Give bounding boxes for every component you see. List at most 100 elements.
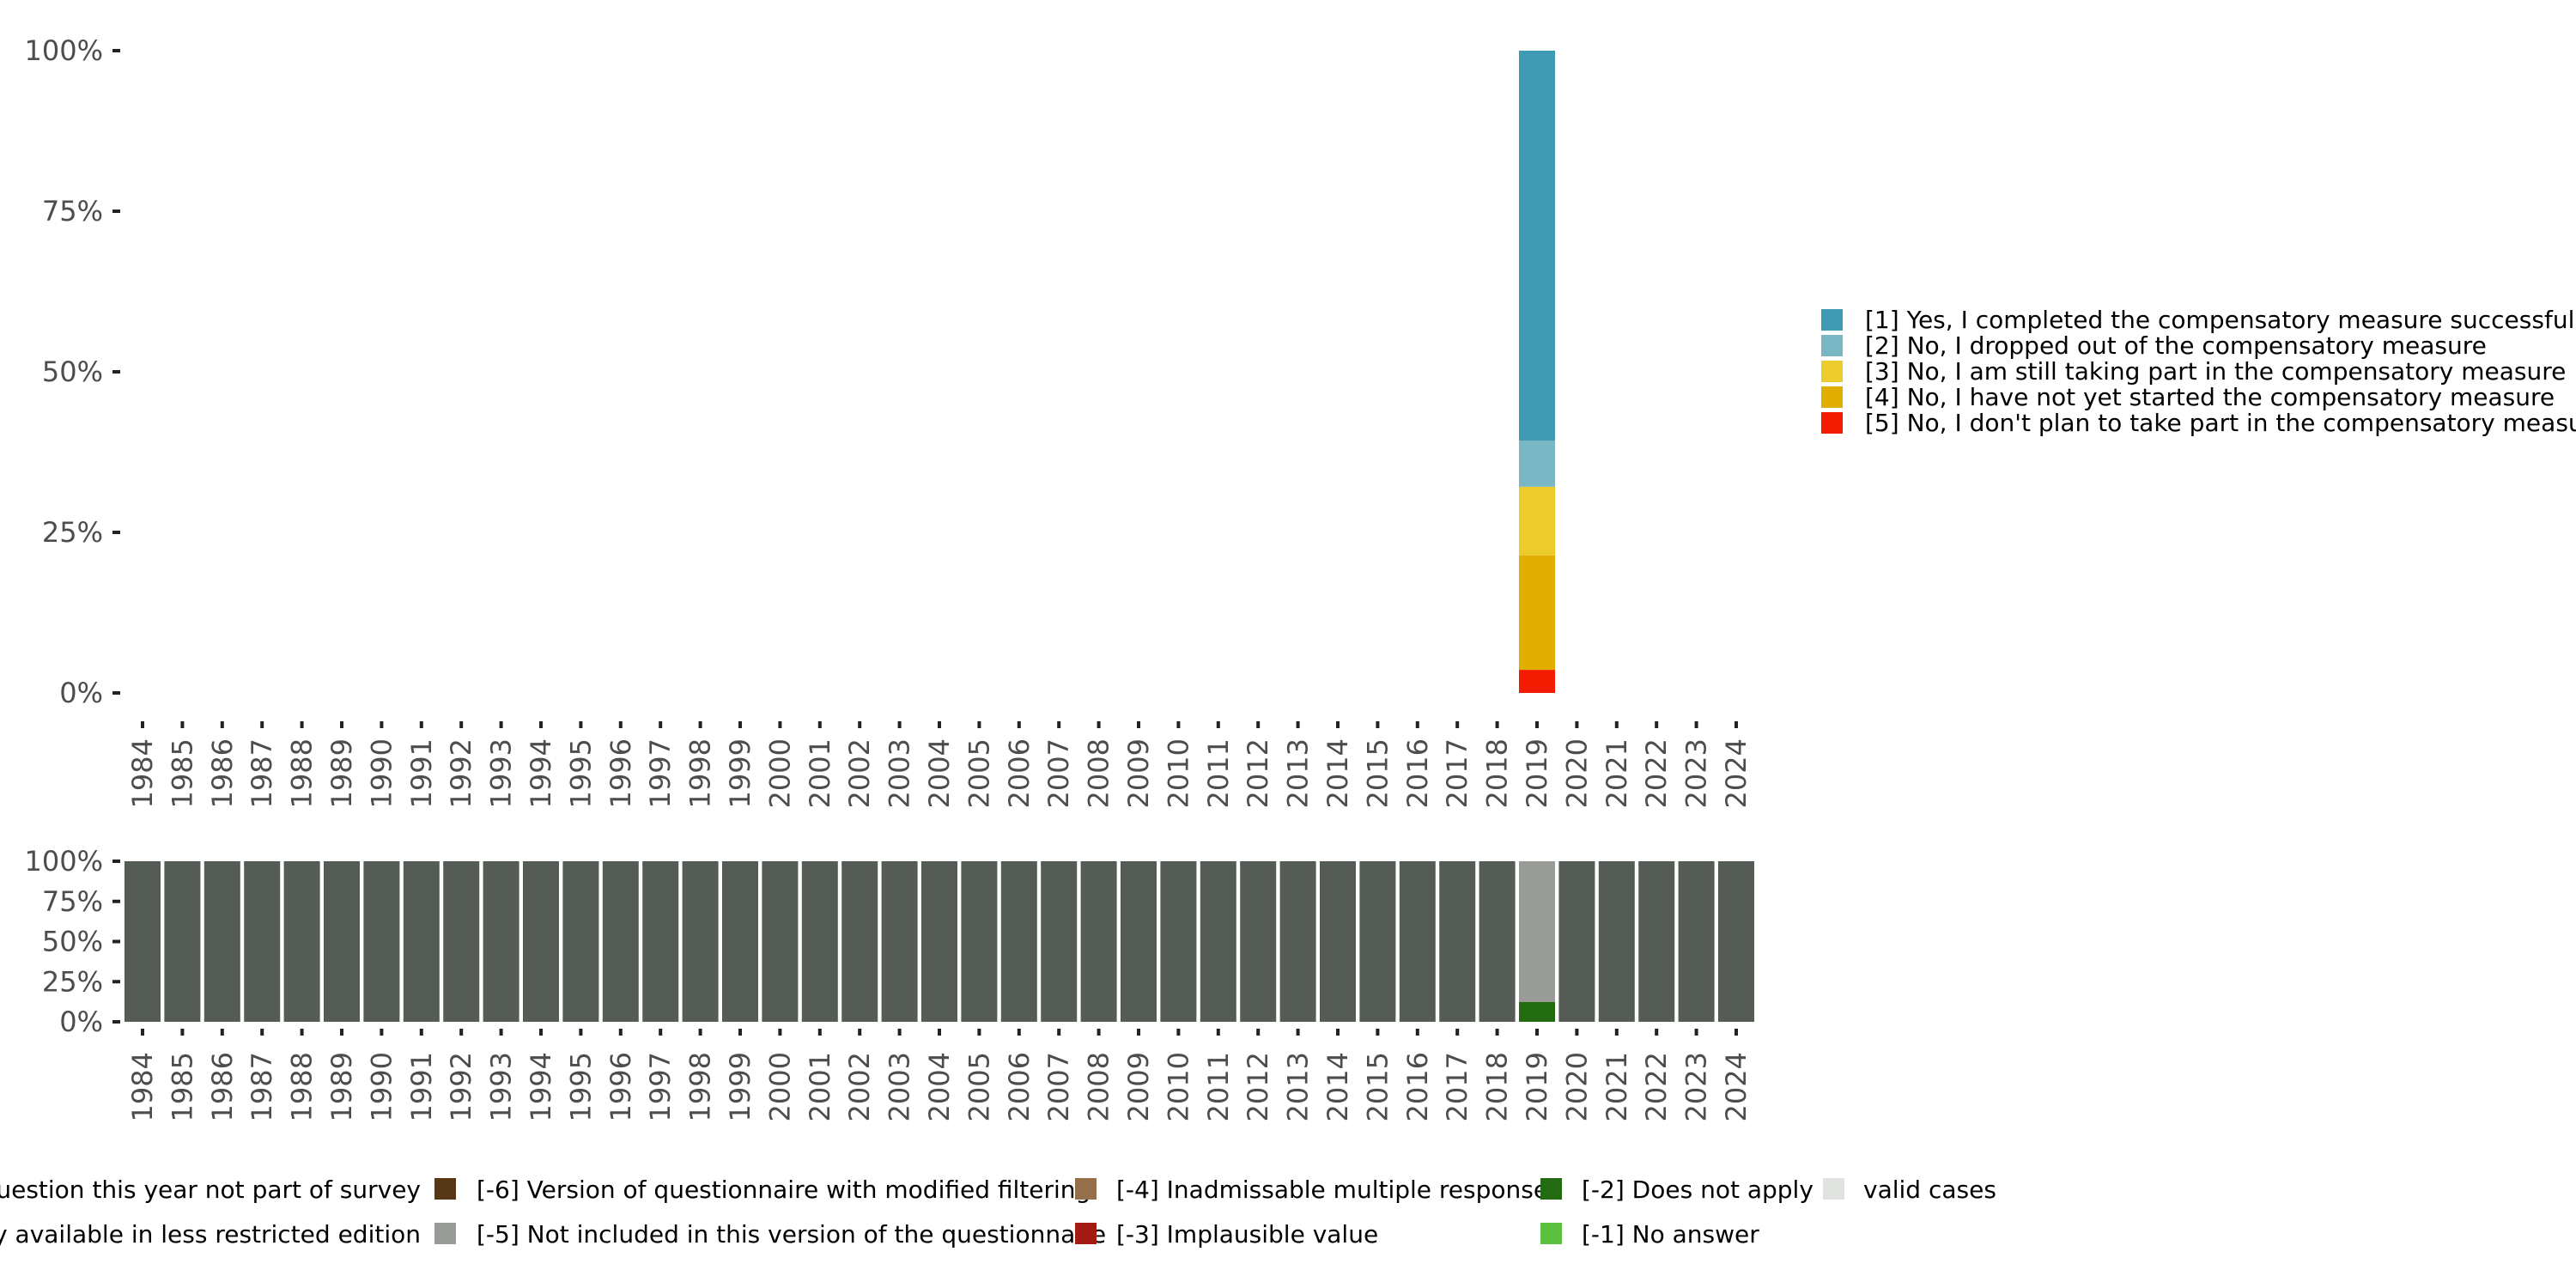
- x-tick-label: 2023: [1680, 1052, 1713, 1121]
- x-tick-label: 1984: [126, 738, 159, 808]
- x-tick-label: 1994: [525, 1052, 557, 1121]
- bar-segment: [1080, 861, 1117, 1022]
- x-tick-label: 1996: [605, 738, 637, 808]
- x-tick-label: 2003: [884, 1052, 916, 1121]
- legend-label: [1] Yes, I completed the compensatory me…: [1865, 306, 2576, 334]
- bar-segment: [1439, 861, 1476, 1022]
- x-tick-label: 1990: [365, 738, 398, 808]
- bar-segment: [1519, 51, 1555, 441]
- bar-segment: [961, 861, 998, 1022]
- legend-label: [-4] Inadmissable multiple response: [1116, 1176, 1548, 1204]
- legend-label: [2] No, I dropped out of the compensator…: [1865, 331, 2487, 360]
- y-tick-label: 75%: [42, 195, 103, 228]
- x-tick-label: 2000: [763, 738, 796, 808]
- bar-segment: [801, 861, 838, 1022]
- x-tick-label: 2011: [1202, 738, 1235, 808]
- x-tick-label: 1985: [166, 1052, 198, 1121]
- top-chart: 0%25%50%75%100%1984 1985 1986 1987 1988 1989 1…: [25, 34, 1753, 808]
- bar-segment: [1519, 486, 1555, 556]
- x-tick-label: 1992: [445, 738, 477, 808]
- x-tick-label: 1993: [485, 1052, 518, 1121]
- bar-segment: [363, 861, 400, 1022]
- bar-segment: [1519, 861, 1555, 1002]
- bar-segment: [1558, 861, 1595, 1022]
- x-tick-label: 2018: [1481, 738, 1514, 808]
- bar-segment: [921, 861, 957, 1022]
- legend-bottom: Question this year not part of survey Onl…: [0, 1176, 1996, 1249]
- legend-swatch: [1075, 1223, 1097, 1244]
- x-tick-label: 2023: [1680, 738, 1713, 808]
- x-tick-label: 2003: [884, 738, 916, 808]
- bar-segment: [1598, 861, 1635, 1022]
- legend-label: [5] No, I don't plan to take part in the…: [1865, 409, 2576, 437]
- x-tick-label: 1997: [644, 738, 677, 808]
- bar-segment: [324, 861, 360, 1022]
- x-tick-label: 1998: [684, 1052, 717, 1121]
- legend-swatch: [1823, 1178, 1844, 1200]
- x-tick-label: 2022: [1640, 738, 1673, 808]
- x-tick-label: 2014: [1321, 738, 1354, 808]
- x-tick-label: 1986: [206, 1052, 239, 1121]
- y-tick-label: 75%: [42, 885, 103, 918]
- legend-swatch: [1075, 1178, 1097, 1200]
- x-tick-label: 1999: [724, 738, 756, 808]
- x-tick-label: 2000: [763, 1052, 796, 1121]
- bar-segment: [1638, 861, 1675, 1022]
- bar-segment: [125, 861, 161, 1022]
- x-tick-label: 2004: [923, 738, 956, 808]
- x-tick-label: 2002: [843, 1052, 876, 1121]
- bar-segment: [881, 861, 918, 1022]
- x-tick-label: 1987: [246, 1052, 278, 1121]
- x-tick-label: 2013: [1282, 1052, 1315, 1121]
- x-tick-label: 2021: [1601, 1052, 1633, 1121]
- bottom-chart: 0%25%50%75%100%1984 1985 1986 1987 1988 1989 1…: [25, 845, 1754, 1121]
- x-tick-label: 1984: [126, 1052, 159, 1121]
- x-tick-label: 2024: [1720, 738, 1753, 808]
- y-tick-label: 0%: [59, 677, 103, 709]
- x-tick-label: 2020: [1560, 738, 1593, 808]
- bar-segment: [1519, 1001, 1555, 1022]
- legend-swatch: [1821, 412, 1843, 434]
- bar-segment: [443, 861, 480, 1022]
- x-tick-label: 2017: [1441, 1052, 1473, 1121]
- x-tick-label: 2009: [1122, 738, 1155, 808]
- legend-swatch: [434, 1223, 456, 1244]
- bar-segment: [164, 861, 201, 1022]
- y-tick-label: 25%: [42, 965, 103, 998]
- x-tick-label: 2001: [804, 1052, 836, 1121]
- y-tick-label: 100%: [25, 845, 103, 878]
- x-tick-label: 1994: [525, 738, 557, 808]
- legend-label: [-2] Does not apply: [1582, 1176, 1814, 1204]
- bar-segment: [682, 861, 719, 1022]
- y-tick-label: 50%: [42, 355, 103, 388]
- legend-swatch: [1821, 309, 1843, 331]
- x-tick-label: 2010: [1162, 738, 1194, 808]
- x-tick-label: 1998: [684, 738, 717, 808]
- x-tick-label: 1989: [325, 738, 358, 808]
- legend-swatch: [1821, 335, 1843, 356]
- x-tick-label: 2008: [1083, 738, 1115, 808]
- bar-segment: [1718, 861, 1754, 1022]
- bar-segment: [722, 861, 758, 1022]
- x-tick-label: 2005: [963, 738, 995, 808]
- x-tick-label: 1995: [564, 1052, 597, 1121]
- bar-segment: [1519, 670, 1555, 693]
- x-tick-label: 2016: [1401, 738, 1434, 808]
- y-tick-label: 0%: [59, 1005, 103, 1038]
- y-tick-label: 25%: [42, 516, 103, 549]
- bar-segment: [762, 861, 799, 1022]
- x-tick-label: 2015: [1361, 738, 1394, 808]
- bar-segment: [562, 861, 599, 1022]
- x-tick-label: 2017: [1441, 738, 1473, 808]
- bar-segment: [1121, 861, 1157, 1022]
- bar-segment: [483, 861, 519, 1022]
- x-tick-label: 2013: [1282, 738, 1315, 808]
- legend-swatch: [1540, 1178, 1562, 1200]
- y-tick-label: 50%: [42, 926, 103, 958]
- x-tick-label: 1988: [286, 1052, 319, 1121]
- x-tick-label: 1995: [564, 738, 597, 808]
- bar-segment: [602, 861, 639, 1022]
- bar-segment: [1041, 861, 1078, 1022]
- x-tick-label: 2009: [1122, 1052, 1155, 1121]
- x-tick-label: 1986: [206, 738, 239, 808]
